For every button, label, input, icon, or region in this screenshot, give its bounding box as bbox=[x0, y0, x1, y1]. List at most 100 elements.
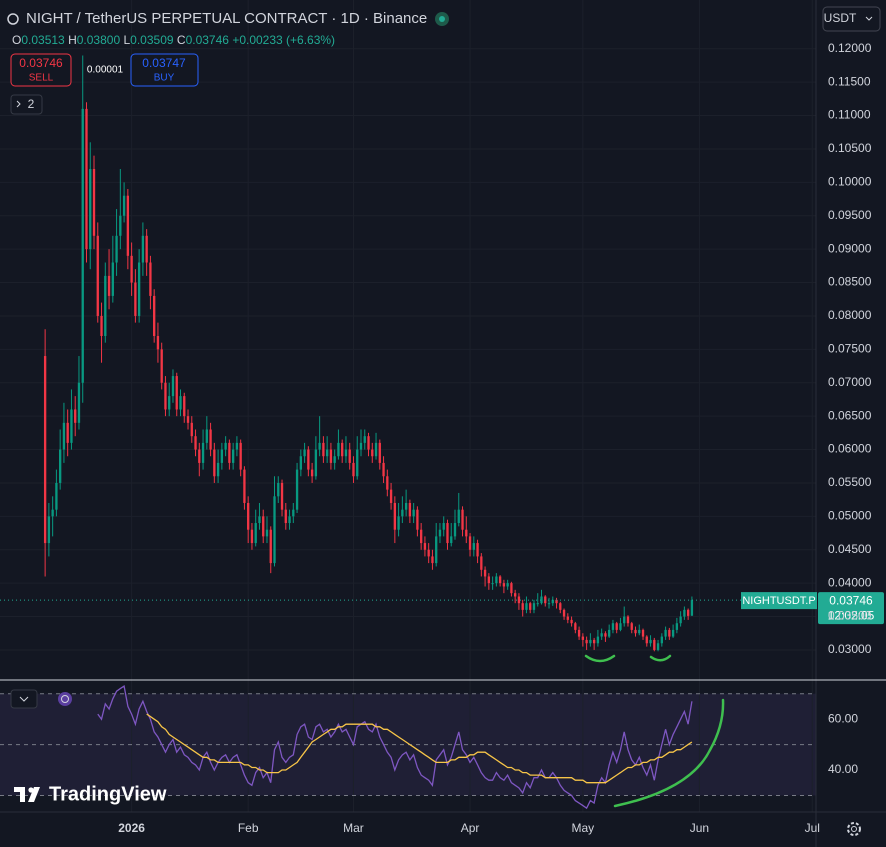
candle-body bbox=[551, 599, 554, 604]
candle-body bbox=[686, 609, 690, 616]
ohlc-key: H bbox=[68, 33, 77, 47]
candle-body bbox=[341, 442, 344, 457]
candle-body bbox=[457, 509, 460, 524]
candle-body bbox=[495, 576, 498, 584]
candle-body bbox=[262, 516, 265, 537]
indicator-toggle-box[interactable] bbox=[10, 94, 43, 115]
candle-body bbox=[615, 623, 618, 630]
candle-body bbox=[243, 469, 246, 503]
buy-price[interactable]: 0.03747 bbox=[142, 56, 186, 70]
candle-body bbox=[77, 382, 81, 423]
candle-body bbox=[288, 516, 291, 524]
currency-box[interactable] bbox=[822, 6, 881, 32]
candle-body bbox=[164, 382, 167, 410]
candle-body bbox=[476, 543, 479, 557]
candle-body bbox=[115, 235, 118, 263]
candle-body bbox=[502, 583, 506, 587]
indicator-count[interactable]: 2 bbox=[28, 97, 35, 111]
candle-body bbox=[119, 215, 122, 236]
marks bbox=[0, 55, 816, 810]
candle-body bbox=[600, 633, 603, 637]
candle-body bbox=[153, 295, 156, 336]
candle-body bbox=[438, 529, 442, 537]
indicator-icon[interactable] bbox=[58, 692, 72, 706]
buy-box[interactable] bbox=[130, 53, 199, 87]
candle-body bbox=[653, 639, 656, 650]
candle-body bbox=[107, 275, 111, 296]
rsi-tick-label: 60.00 bbox=[828, 711, 858, 725]
buy-button[interactable]: 0.03747 BUY bbox=[130, 53, 199, 87]
candle-body bbox=[461, 509, 464, 530]
candle-body bbox=[427, 549, 430, 557]
buy-label[interactable]: BUY bbox=[154, 73, 175, 84]
currency[interactable]: USDT bbox=[824, 11, 857, 25]
logo-part bbox=[20, 787, 25, 802]
candle-body bbox=[683, 609, 686, 617]
candle-body bbox=[59, 449, 62, 483]
currency-button[interactable]: USDT bbox=[822, 6, 881, 32]
annotation-arc bbox=[584, 654, 616, 663]
candle-body bbox=[555, 599, 558, 604]
candle-body bbox=[201, 442, 205, 463]
sell-box[interactable] bbox=[10, 53, 72, 87]
brand-logo: TradingView bbox=[14, 783, 167, 805]
last-price: 0.03746 bbox=[829, 593, 873, 607]
candle-body bbox=[592, 639, 596, 644]
candle-body bbox=[506, 583, 509, 587]
sell-price[interactable]: 0.03746 bbox=[19, 56, 63, 70]
candle-body bbox=[630, 623, 633, 630]
candle-body bbox=[175, 376, 178, 410]
ohlc-key: O bbox=[12, 33, 21, 47]
candle-body bbox=[660, 636, 663, 644]
candle-body bbox=[356, 449, 359, 477]
candle-body bbox=[664, 629, 667, 637]
candle-body bbox=[468, 536, 472, 550]
y-tick-label: 0.10500 bbox=[828, 141, 872, 155]
candle-body bbox=[198, 449, 201, 463]
candle-body bbox=[269, 529, 272, 564]
status-dot-inner bbox=[439, 16, 445, 22]
candle-body bbox=[577, 629, 581, 637]
logo-part bbox=[28, 787, 40, 802]
candle-body bbox=[85, 108, 88, 250]
candle-body bbox=[491, 583, 494, 585]
ticker: NIGHTUSDT.P bbox=[742, 595, 815, 607]
x-tick-label: May bbox=[572, 821, 595, 835]
settings-gear[interactable] bbox=[847, 822, 861, 836]
candle-body bbox=[149, 262, 152, 296]
candle-body bbox=[585, 639, 588, 644]
sell-button[interactable]: 0.03746 SELL bbox=[10, 53, 72, 87]
candle-body bbox=[608, 629, 611, 637]
candle-body bbox=[562, 609, 566, 617]
candle-body bbox=[126, 195, 130, 256]
x-tick-label: Jul bbox=[805, 821, 820, 835]
ohlc-value: 0.03509 bbox=[130, 33, 174, 47]
candle-body bbox=[529, 603, 532, 610]
y-tick-label: 0.12000 bbox=[828, 41, 872, 55]
x-tick-label: Jun bbox=[690, 821, 709, 835]
indicator-toggle[interactable]: 2 bbox=[10, 94, 43, 115]
sell-label[interactable]: SELL bbox=[29, 73, 54, 84]
indicator-icon-inner bbox=[61, 695, 69, 703]
spread: 0.00001 bbox=[87, 65, 124, 76]
candle-body bbox=[363, 436, 366, 443]
candle-body bbox=[638, 629, 641, 634]
candle-body bbox=[559, 603, 562, 610]
candle-body bbox=[465, 529, 468, 537]
y-tick-label: 0.06500 bbox=[828, 408, 872, 422]
candle-body bbox=[314, 449, 318, 477]
candle-body bbox=[205, 429, 208, 443]
y-tick-label: 0.08000 bbox=[828, 308, 872, 322]
candle-body bbox=[393, 502, 397, 530]
candle-body bbox=[171, 376, 175, 397]
pane-collapse[interactable] bbox=[10, 689, 38, 709]
y-tick-label: 0.08500 bbox=[828, 275, 872, 289]
y-tick-label: 0.05500 bbox=[828, 475, 872, 489]
y-tick-label: 0.04500 bbox=[828, 542, 872, 556]
candle-body bbox=[122, 195, 126, 216]
candle-body bbox=[367, 436, 370, 450]
ohlc-key: C bbox=[177, 33, 186, 47]
candle-body bbox=[536, 603, 539, 605]
